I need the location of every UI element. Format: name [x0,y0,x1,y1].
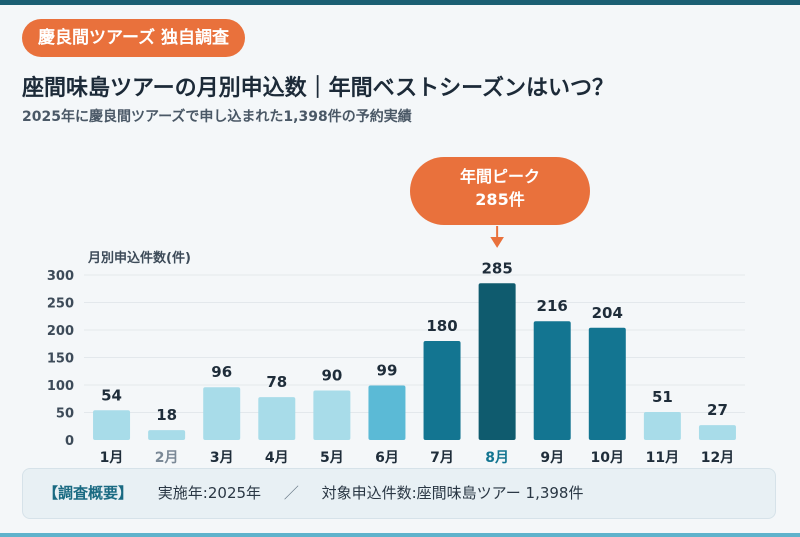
page-subtitle: 2025年に慶良間ツアーズで申し込まれた1,398件の予約実績 [22,109,412,125]
value-labels: 54 18 96 78 90 99 180 285 216 204 51 27 [101,259,728,424]
peak-arrow-icon [490,226,504,248]
bar-value-label: 99 [377,362,398,380]
bar [588,327,626,440]
bar-value-label: 216 [537,297,568,315]
summary-target: 対象申込件数:座間味島ツアー 1,398件 [321,484,584,502]
bar-value-label: 54 [101,386,122,404]
bar [478,283,516,440]
bar [423,341,461,440]
x-tick-label: 4月 [265,450,289,466]
y-tick-label: 50 [56,407,74,422]
top-accent-bar [0,0,800,5]
bar-value-label: 96 [211,363,232,381]
survey-badge: 慶良間ツアーズ 独自調査 [22,19,246,57]
x-tick-label: 11月 [646,450,679,466]
bars [93,283,736,440]
x-tick-label: 6月 [375,450,399,466]
bar [368,385,406,440]
bar-value-label: 27 [707,401,728,419]
y-tick-label: 250 [47,297,74,312]
y-tick-label: 150 [47,352,74,367]
x-tick-label: 12月 [701,450,734,466]
x-tick-label: 9月 [540,450,564,466]
bar [313,390,351,440]
bar-value-label: 90 [321,367,342,385]
peak-callout-title: 年間ピーク [459,167,540,186]
x-tick-label: 7月 [430,450,454,466]
y-tick-label: 100 [47,379,74,394]
x-tick-label: 3月 [210,450,234,466]
x-tick-labels: 1月 2月 3月 4月 5月 6月 7月 8月 9月 10月 11月 12月 [100,450,735,466]
bar [93,410,131,440]
summary-separator: ／ [283,484,299,502]
x-tick-label: 1月 [100,450,124,466]
y-tick-label: 300 [47,269,74,284]
grid-lines [84,274,745,413]
bar [698,425,736,440]
x-tick-label: 5月 [320,450,344,466]
bottom-accent-bar [0,533,800,537]
bar-value-label: 18 [156,406,177,424]
bar [643,411,681,440]
y-tick-label: 200 [47,324,74,339]
y-tick-labels: 0 50 100 150 200 250 300 [47,269,74,449]
bar-value-label: 180 [426,317,457,335]
peak-callout-value: 285件 [475,190,525,209]
summary-label: 【調査概要】 [43,484,134,502]
bar [533,321,571,440]
bar-value-label: 78 [266,373,287,391]
bar-value-label: 204 [592,304,623,322]
bar-value-label: 51 [652,388,673,406]
y-tick-label: 0 [65,434,74,449]
bar [203,387,241,440]
bar-value-label: 285 [481,259,512,277]
peak-callout: 年間ピーク 285件 [410,157,590,225]
y-axis-label: 月別申込件数(件) [88,251,191,266]
survey-summary: 【調査概要】 実施年:2025年 ／ 対象申込件数:座間味島ツアー 1,398件 [22,468,776,519]
summary-year: 実施年:2025年 [157,484,262,502]
x-tick-label: 8月 [485,450,509,466]
page-title: 座間味島ツアーの月別申込数｜年間ベストシーズンはいつ？ [22,76,615,101]
x-tick-label: 2月 [155,450,179,466]
x-tick-label: 10月 [591,450,624,466]
bar [258,397,296,440]
bar [148,430,186,440]
